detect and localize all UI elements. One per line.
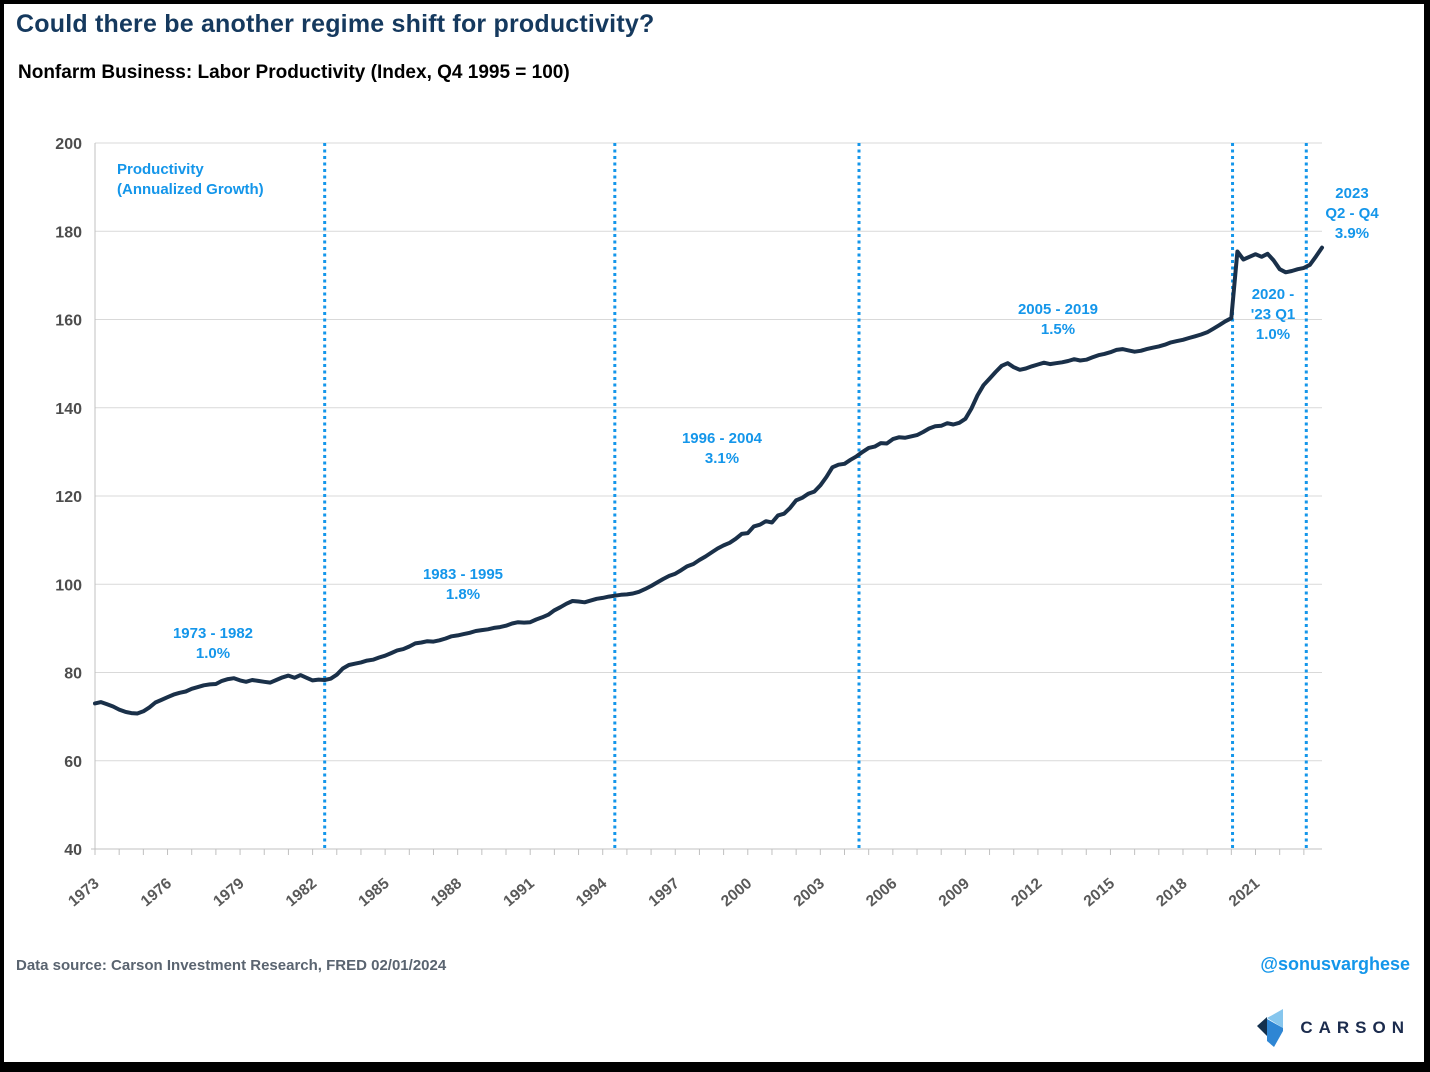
x-axis-label: 2018 — [1153, 875, 1191, 910]
annotation-line: 3.1% — [704, 450, 740, 467]
annotation-line: 1996 - 2004 — [681, 430, 763, 447]
x-axis-label: 1988 — [428, 875, 466, 910]
annotation-line: 1.0% — [195, 645, 231, 662]
x-axis-label: 2006 — [863, 875, 901, 910]
annotation-line: 1973 - 1982 — [172, 625, 254, 642]
annotation-line: 2005 - 2019 — [1017, 301, 1099, 318]
annotation-line: 1.5% — [1040, 321, 1076, 338]
x-axis-label: 2003 — [791, 875, 829, 910]
carson-logo-icon — [1257, 1009, 1284, 1047]
x-axis-label: 1997 — [645, 875, 682, 910]
y-axis-label: 80 — [64, 666, 82, 683]
y-axis-label: 60 — [64, 754, 82, 771]
x-axis-label: 1979 — [210, 875, 248, 910]
x-axis-label: 2000 — [718, 875, 755, 910]
carson-logo: CARSON — [1254, 1006, 1410, 1050]
x-axis-label: 1994 — [573, 875, 611, 910]
y-axis-label: 40 — [64, 842, 82, 859]
y-axis-label: 200 — [55, 136, 82, 153]
x-axis-label: 1991 — [500, 875, 538, 910]
x-axis-label: 2012 — [1008, 875, 1045, 910]
series-label: Productivity (Annualized Growth) — [117, 160, 264, 200]
productivity-line-chart: 40 60 80 100 120 140 160 180 200 1973 1976 1979 1982… — [55, 136, 1324, 910]
annotation-line: 1983 - 1995 — [422, 566, 504, 583]
carson-logo-text: CARSON — [1300, 1018, 1410, 1037]
regime-annotation: 2005 - 2019 1.5% — [1018, 300, 1098, 340]
page-title: Could there be another regime shift for … — [16, 10, 655, 38]
regime-annotation: 2023 Q2 - Q4 3.9% — [1325, 184, 1378, 244]
regime-annotation: 1973 - 1982 1.0% — [173, 624, 253, 664]
annotation-line: 3.9% — [1334, 225, 1370, 242]
y-axis-label: 140 — [55, 401, 82, 418]
regime-annotation: 2020 - '23 Q1 1.0% — [1251, 285, 1295, 345]
productivity-line — [93, 245, 1324, 716]
x-axis-label: 2009 — [936, 875, 974, 910]
annotation-line: 2020 - — [1251, 286, 1295, 303]
x-axis-label: 1973 — [65, 875, 103, 910]
regime-annotation: 1996 - 2004 3.1% — [682, 429, 762, 469]
data-source-note: Data source: Carson Investment Research,… — [16, 957, 447, 974]
annotation-line: Productivity — [117, 161, 204, 178]
twitter-handle: @sonusvarghese — [1260, 954, 1410, 974]
x-axis-label: 1976 — [138, 875, 176, 910]
annotation-line: 1.0% — [1255, 326, 1291, 343]
annotation-line: Q2 - Q4 — [1325, 205, 1379, 222]
y-axis-label: 120 — [55, 489, 82, 506]
annotation-line: (Annualized Growth) — [117, 181, 264, 198]
x-axis-label: 1982 — [283, 875, 320, 910]
annotation-line: '23 Q1 — [1250, 306, 1296, 323]
x-axis-label: 1985 — [355, 875, 393, 910]
y-axis-label: 100 — [55, 577, 82, 594]
regime-annotation: 1983 - 1995 1.8% — [423, 565, 503, 605]
annotation-line: 1.8% — [445, 586, 481, 603]
x-axis-label: 2015 — [1081, 875, 1119, 910]
x-axis-label: 2021 — [1226, 875, 1264, 910]
y-axis-label: 160 — [55, 313, 82, 330]
y-axis-label: 180 — [55, 224, 82, 241]
chart-subtitle: Nonfarm Business: Labor Productivity (In… — [18, 62, 570, 83]
chart-canvas: Could there be another regime shift for … — [4, 4, 1424, 1062]
annotation-line: 2023 — [1335, 185, 1369, 202]
